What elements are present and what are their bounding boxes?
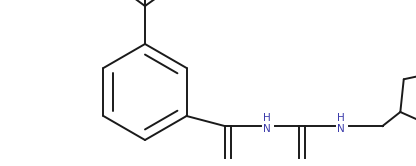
- Text: N: N: [337, 124, 344, 134]
- Text: H: H: [262, 113, 270, 123]
- Text: H: H: [337, 113, 344, 123]
- Text: N: N: [262, 124, 270, 134]
